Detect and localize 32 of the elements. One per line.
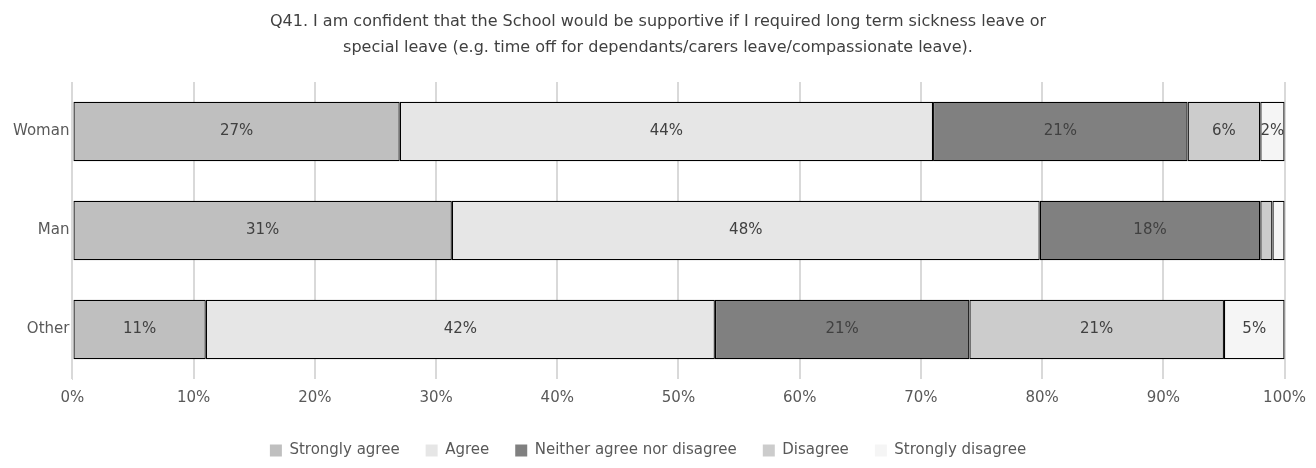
data-label: 48% [729, 220, 763, 239]
data-label: 44% [649, 121, 684, 140]
legend-label: Disagree [782, 440, 849, 459]
x-tick-label: 40% [540, 387, 574, 406]
x-tick-label: 30% [419, 387, 453, 406]
y-tick-label: Man [37, 220, 70, 239]
data-label: 6% [1212, 121, 1236, 140]
chart-title: Q41. I am confident that the School would be supportive if I required long term sickness leave or special leave (e.g. time off for dependants/carers leave/compassionate leave). [268, 10, 1048, 58]
data-label: 27% [219, 121, 254, 140]
x-tick-label: 60% [783, 387, 817, 406]
data-label: 21% [825, 319, 859, 338]
x-tick-label: 80% [1025, 387, 1059, 406]
data-label: 11% [122, 319, 157, 338]
y-tick-label: Woman [12, 121, 70, 140]
x-tick-label: 10% [176, 387, 211, 406]
x-tick-label: 100% [1263, 387, 1306, 406]
data-label: 21% [1043, 121, 1077, 140]
x-tick-label: 50% [661, 387, 696, 406]
x-tick-label: 0% [60, 387, 85, 406]
legend-label: Strongly agree [289, 440, 400, 459]
legend-label: Agree [445, 440, 490, 459]
y-tick-label: Other [26, 319, 71, 338]
data-label: 31% [245, 220, 280, 239]
x-tick-label: 90% [1146, 387, 1181, 406]
x-tick-label: 20% [298, 387, 332, 406]
data-label: 18% [1133, 220, 1167, 239]
data-label: 21% [1080, 319, 1114, 338]
data-label: 5% [1242, 319, 1267, 338]
data-label: 42% [443, 319, 477, 338]
x-tick-label: 70% [904, 387, 938, 406]
legend-label: Neither agree nor disagree [534, 440, 737, 459]
legend-label: Strongly disagree [894, 440, 1027, 459]
